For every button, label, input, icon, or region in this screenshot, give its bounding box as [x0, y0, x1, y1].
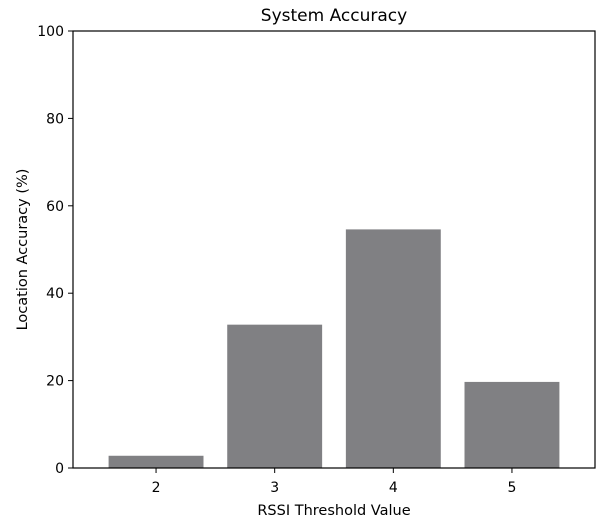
x-tick-label: 5	[507, 480, 516, 496]
y-tick-label: 100	[37, 24, 64, 40]
y-tick-label: 0	[55, 461, 64, 477]
x-tick-label: 2	[152, 480, 161, 496]
y-tick-label: 40	[46, 286, 64, 302]
x-tick-label: 4	[389, 480, 398, 496]
y-axis-ticks: 0 20 40 60 80 100	[37, 24, 73, 477]
x-axis-ticks: 2 3 4 5	[152, 468, 516, 496]
x-tick-label: 3	[270, 480, 279, 496]
y-axis-title: Location Accuracy (%)	[15, 169, 31, 331]
bar-4	[345, 229, 441, 468]
bars-group	[108, 229, 560, 468]
plot-area-frame	[72, 30, 596, 469]
y-tick-label: 20	[46, 374, 64, 390]
y-tick-label: 60	[46, 199, 64, 215]
y-tick-label: 80	[46, 111, 64, 127]
bar-2	[108, 455, 204, 468]
chart-title: System Accuracy	[261, 6, 407, 26]
bar-5	[464, 381, 560, 468]
bar-3	[227, 324, 323, 468]
x-axis-title: RSSI Threshold Value	[257, 503, 410, 519]
